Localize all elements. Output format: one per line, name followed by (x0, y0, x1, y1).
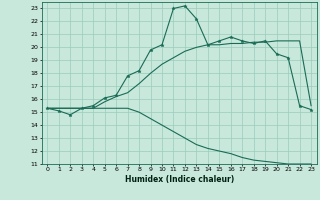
X-axis label: Humidex (Indice chaleur): Humidex (Indice chaleur) (124, 175, 234, 184)
